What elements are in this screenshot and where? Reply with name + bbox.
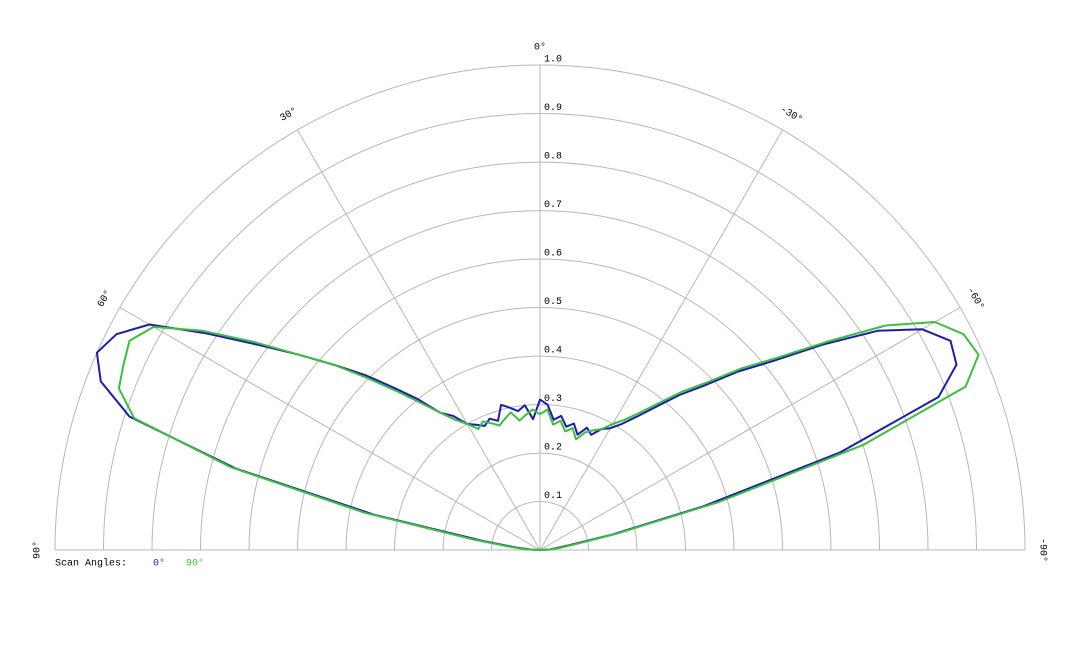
grid-spoke [539, 129, 783, 551]
angle-tick-label: 60° [95, 288, 114, 310]
legend-title: Scan Angles: [55, 558, 127, 570]
r-tick-label: 0.7 [544, 200, 562, 211]
r-tick-label: 0.3 [544, 394, 562, 405]
angle-tick-label: 90° [32, 541, 44, 559]
r-tick-label: 0.9 [544, 103, 562, 114]
legend-entry: 0° [153, 558, 165, 570]
series-line [95, 323, 958, 551]
angle-tick-label: 30° [278, 105, 300, 124]
r-tick-label: 0.4 [544, 346, 562, 357]
angle-tick-label: 0° [534, 42, 546, 54]
angle-tick-label: -90° [1036, 538, 1048, 562]
grid-spoke [119, 307, 541, 551]
r-tick-label: 0.6 [544, 249, 562, 260]
angle-tick-label: -60° [964, 285, 986, 312]
r-tick-label: 1.0 [544, 55, 562, 66]
r-tick-label: 0.8 [544, 152, 562, 163]
legend-entry: 90° [186, 558, 204, 570]
series-line [117, 321, 980, 551]
angle-tick-label: -30° [778, 104, 805, 126]
grid-spoke [539, 307, 961, 551]
r-tick-label: 0.2 [544, 443, 562, 454]
r-tick-label: 0.1 [544, 491, 562, 502]
grid-spoke [297, 129, 541, 551]
r-tick-label: 0.5 [544, 297, 562, 308]
